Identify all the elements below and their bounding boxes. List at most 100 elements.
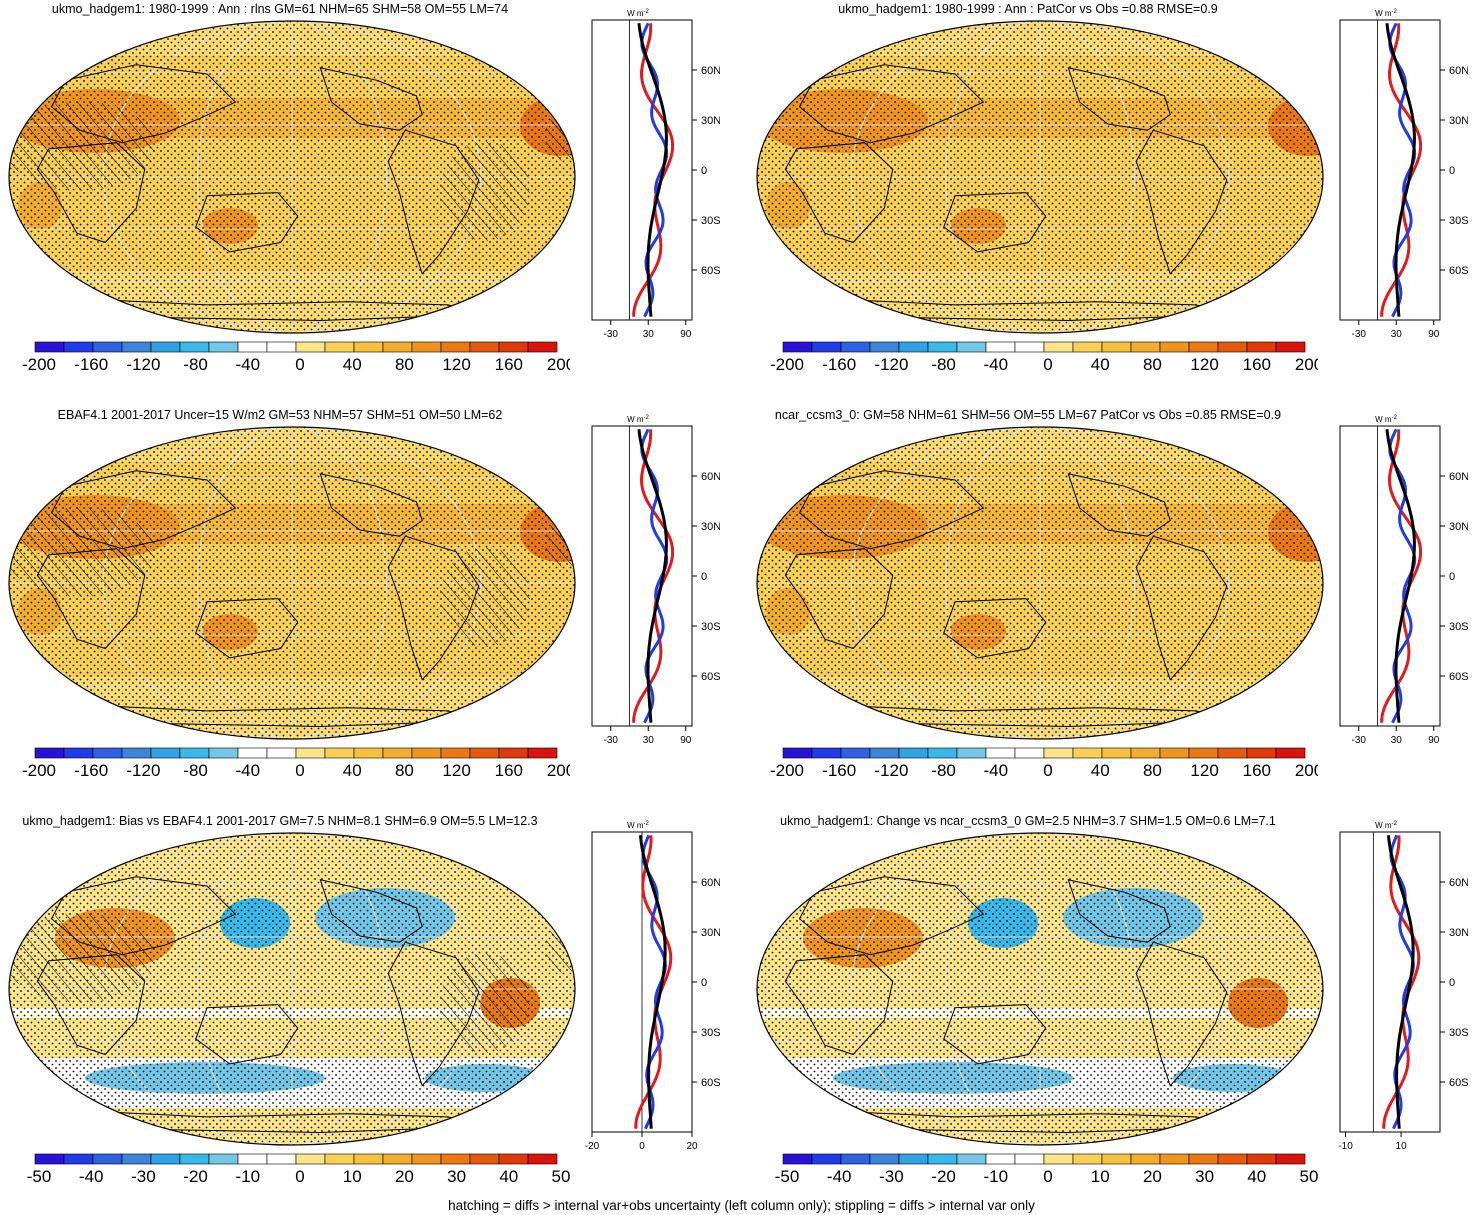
robinson-map (756, 832, 1324, 1146)
colorbar-swatch (811, 747, 842, 759)
zonal-profile-line (639, 835, 667, 1129)
colorbar-swatch (956, 1153, 987, 1165)
colorbar-swatch (1101, 341, 1132, 353)
colorbar-swatch (1130, 1153, 1161, 1165)
colorbar-swatch (121, 341, 152, 353)
colorbar-swatch (1188, 341, 1219, 353)
hatching (440, 953, 530, 1053)
zonal-x-tick-label: 20 (686, 1141, 698, 1152)
colorbar-tick-label: 40 (499, 1167, 518, 1186)
colorbar-tick-label: -20 (183, 1167, 208, 1186)
colorbar-tick-label: -40 (79, 1167, 104, 1186)
lat-tick-label: 60N (701, 471, 720, 483)
colorbar-swatch (382, 1153, 413, 1165)
map-panel: ukmo_hadgem1: 1980-1999 : Ann : PatCor v… (748, 0, 1483, 400)
hatching (9, 507, 155, 597)
zonal-profile-line (1380, 23, 1423, 317)
colorbar-swatch (927, 747, 958, 759)
colorbar-swatch (179, 341, 210, 353)
hatching (440, 141, 530, 241)
colorbar-swatch (927, 1153, 958, 1165)
lat-tick-label: 60S (1449, 1077, 1468, 1089)
zonal-x-tick-label: 90 (680, 735, 692, 746)
colorbar-tick-label: 200 (1295, 761, 1318, 780)
colorbar-swatch (527, 1153, 558, 1165)
colorbar-swatch (295, 747, 326, 759)
lat-tick-label: 30N (1449, 521, 1468, 533)
zonal-mean-plot: W m-2 60N 30N 0 30S 60S -30 30 90 (1339, 415, 1468, 746)
zonal-x-tick-label: 30 (1391, 329, 1403, 340)
zonal-profile-line (637, 23, 668, 317)
panel-title: EBAF4.1 2001-2017 Uncer=15 W/m2 GM=53 NH… (57, 408, 503, 422)
zonal-x-tick-label: -30 (1352, 329, 1367, 340)
lat-tick-label: 60N (1449, 65, 1468, 77)
lat-tick-label: 30S (701, 621, 720, 633)
colorbar-swatch (1043, 1153, 1074, 1165)
colorbar-tick-label: 0 (295, 355, 304, 374)
colorbar-swatch (237, 1153, 268, 1165)
colorbar-tick-label: 10 (343, 1167, 362, 1186)
colorbar-tick-label: -160 (74, 761, 108, 780)
zonal-profile-line (1385, 23, 1416, 317)
colorbar-swatch (179, 747, 210, 759)
panel-title: ukmo_hadgem1: Bias vs EBAF4.1 2001-2017 … (22, 814, 538, 828)
lat-tick-label: 0 (1449, 165, 1455, 177)
colorbar-swatch (1188, 1153, 1219, 1165)
zonal-x-tick-label: 90 (1428, 735, 1440, 746)
colorbar-tick-label: 40 (1247, 1167, 1266, 1186)
colorbar-swatch (811, 341, 842, 353)
colorbar-swatch (237, 341, 268, 353)
colorbar-tick-label: -120 (126, 761, 160, 780)
colorbar-swatch (498, 341, 529, 353)
colorbar-tick-label: -20 (931, 1167, 956, 1186)
robinson-map (756, 20, 1324, 334)
lat-tick-label: 30N (701, 521, 720, 533)
colorbar-tick-label: 160 (1243, 355, 1271, 374)
colorbar-tick-label: -40 (984, 761, 1009, 780)
zonal-x-tick-label: 0 (639, 1141, 645, 1152)
colorbar-tick-label: 40 (343, 355, 362, 374)
colorbar-tick-label: 20 (395, 1167, 414, 1186)
hatching (440, 547, 530, 647)
robinson-map (8, 20, 576, 334)
map-boundary (756, 20, 1324, 334)
colorbar-tick-label: 30 (1195, 1167, 1214, 1186)
lat-tick-label: 30S (701, 1027, 720, 1039)
colorbar: -200 -160 -120 -80 -40 0 40 80 120 160 200 (22, 341, 570, 374)
lat-tick-label: 60N (701, 877, 720, 889)
colorbar-tick-label: -80 (183, 761, 208, 780)
colorbar-swatch (411, 1153, 442, 1165)
colorbar-tick-label: 200 (547, 761, 570, 780)
colorbar-tick-label: 120 (1190, 355, 1218, 374)
colorbar-swatch (1072, 747, 1103, 759)
map-panel: ukmo_hadgem1: 1980-1999 : Ann : rlns GM=… (0, 0, 740, 400)
colorbar-tick-label: 120 (1190, 761, 1218, 780)
colorbar-tick-label: 0 (295, 761, 304, 780)
colorbar-swatch (324, 341, 355, 353)
colorbar-swatch (266, 1153, 297, 1165)
colorbar-tick-label: 200 (547, 355, 570, 374)
colorbar: -50 -40 -30 -20 -10 0 10 20 30 40 50 (775, 1153, 1318, 1186)
stippling (757, 21, 1323, 333)
colorbar-swatch (324, 1153, 355, 1165)
colorbar-swatch (1275, 341, 1306, 353)
zonal-mean-plot: W m-2 60N 30N 0 30S 60S -10 10 (1338, 821, 1468, 1152)
lat-tick-label: 30S (1449, 1027, 1468, 1039)
colorbar-tick-label: -120 (126, 355, 160, 374)
panel-title: ukmo_hadgem1: 1980-1999 : Ann : rlns GM=… (51, 2, 509, 16)
colorbar-tick-label: 0 (1043, 761, 1052, 780)
colorbar-swatch (440, 1153, 471, 1165)
colorbar-swatch (1043, 747, 1074, 759)
colorbar-swatch (382, 747, 413, 759)
colorbar-swatch (1159, 1153, 1190, 1165)
colorbar-tick-label: -80 (931, 761, 956, 780)
zonal-plot-frame (1339, 831, 1441, 1133)
map-panel: ncar_ccsm3_0: GM=58 NHM=61 SHM=56 OM=55 … (748, 406, 1483, 806)
lat-tick-label: 60S (701, 1077, 720, 1089)
map-panel: ukmo_hadgem1: Change vs ncar_ccsm3_0 GM=… (748, 812, 1483, 1212)
panel-title: ncar_ccsm3_0: GM=58 NHM=61 SHM=56 OM=55 … (774, 408, 1282, 422)
lat-tick-label: 0 (701, 165, 707, 177)
map-boundary (8, 426, 576, 740)
colorbar-swatch (411, 341, 442, 353)
map-boundary (756, 426, 1324, 740)
